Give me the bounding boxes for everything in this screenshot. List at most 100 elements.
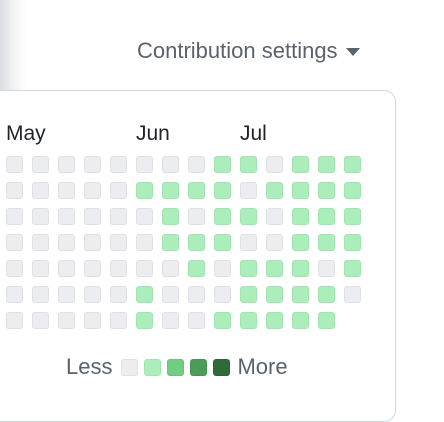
contribution-day-cell[interactable]: [110, 260, 127, 277]
contribution-day-cell[interactable]: [240, 260, 257, 277]
contribution-day-cell[interactable]: [84, 312, 101, 329]
contribution-day-cell[interactable]: [240, 234, 257, 251]
contribution-day-cell[interactable]: [110, 312, 127, 329]
contribution-day-cell[interactable]: [162, 286, 179, 303]
contribution-day-cell[interactable]: [162, 182, 179, 199]
contribution-day-cell[interactable]: [188, 234, 205, 251]
contribution-day-cell[interactable]: [344, 208, 361, 225]
contribution-day-cell[interactable]: [6, 286, 23, 303]
contribution-day-cell[interactable]: [84, 208, 101, 225]
contribution-day-cell[interactable]: [136, 312, 153, 329]
contribution-day-cell[interactable]: [136, 208, 153, 225]
contribution-day-cell[interactable]: [110, 208, 127, 225]
contribution-day-cell[interactable]: [344, 260, 361, 277]
contribution-day-cell[interactable]: [214, 260, 231, 277]
contribution-day-cell[interactable]: [266, 156, 283, 173]
contribution-day-cell[interactable]: [162, 260, 179, 277]
contribution-day-cell[interactable]: [266, 182, 283, 199]
contribution-day-cell[interactable]: [58, 234, 75, 251]
contribution-day-cell[interactable]: [214, 234, 231, 251]
contribution-day-cell[interactable]: [136, 234, 153, 251]
contribution-day-cell[interactable]: [162, 234, 179, 251]
contribution-day-cell[interactable]: [162, 208, 179, 225]
contribution-day-cell[interactable]: [266, 286, 283, 303]
contribution-day-cell[interactable]: [240, 182, 257, 199]
contribution-day-cell[interactable]: [292, 156, 309, 173]
contribution-day-cell[interactable]: [6, 312, 23, 329]
contribution-day-cell[interactable]: [318, 156, 335, 173]
contribution-day-cell[interactable]: [84, 234, 101, 251]
contribution-day-cell[interactable]: [318, 286, 335, 303]
contribution-day-cell[interactable]: [58, 182, 75, 199]
contribution-day-cell[interactable]: [318, 208, 335, 225]
contribution-day-cell[interactable]: [344, 234, 361, 251]
contribution-day-cell[interactable]: [240, 286, 257, 303]
contribution-day-cell[interactable]: [32, 182, 49, 199]
contribution-day-cell[interactable]: [266, 260, 283, 277]
contribution-day-cell[interactable]: [266, 208, 283, 225]
contribution-day-cell[interactable]: [110, 156, 127, 173]
contribution-day-cell[interactable]: [32, 286, 49, 303]
legend-less-label: Less: [66, 354, 113, 379]
contribution-day-cell[interactable]: [266, 234, 283, 251]
contribution-settings-dropdown[interactable]: Contribution settings: [137, 38, 360, 64]
contribution-day-cell[interactable]: [318, 312, 335, 329]
contribution-day-cell[interactable]: [58, 286, 75, 303]
contribution-day-cell[interactable]: [214, 156, 231, 173]
contribution-day-cell[interactable]: [344, 286, 361, 303]
contribution-day-cell[interactable]: [110, 234, 127, 251]
contribution-day-cell[interactable]: [292, 234, 309, 251]
contribution-day-cell[interactable]: [84, 156, 101, 173]
contribution-day-cell[interactable]: [344, 156, 361, 173]
contribution-day-cell[interactable]: [136, 286, 153, 303]
contribution-day-cell[interactable]: [58, 260, 75, 277]
contribution-day-cell[interactable]: [188, 156, 205, 173]
contribution-day-cell[interactable]: [84, 182, 101, 199]
contribution-day-cell[interactable]: [240, 156, 257, 173]
contribution-day-cell[interactable]: [344, 182, 361, 199]
contribution-day-cell[interactable]: [318, 234, 335, 251]
contribution-day-cell[interactable]: [318, 260, 335, 277]
contribution-day-cell[interactable]: [188, 286, 205, 303]
contribution-day-cell[interactable]: [214, 286, 231, 303]
contribution-day-cell[interactable]: [214, 312, 231, 329]
contribution-day-cell[interactable]: [292, 208, 309, 225]
contribution-day-cell[interactable]: [32, 156, 49, 173]
contribution-day-cell[interactable]: [58, 312, 75, 329]
contribution-day-cell[interactable]: [136, 182, 153, 199]
contribution-day-cell[interactable]: [188, 208, 205, 225]
contribution-day-cell[interactable]: [32, 208, 49, 225]
contribution-settings-label: Contribution settings: [137, 38, 338, 63]
contribution-day-cell[interactable]: [292, 286, 309, 303]
contribution-day-cell[interactable]: [32, 234, 49, 251]
contribution-day-cell[interactable]: [240, 312, 257, 329]
contribution-day-cell[interactable]: [162, 312, 179, 329]
contribution-day-cell[interactable]: [318, 182, 335, 199]
contribution-day-cell[interactable]: [188, 182, 205, 199]
contribution-day-cell[interactable]: [266, 312, 283, 329]
contribution-day-cell[interactable]: [214, 208, 231, 225]
contribution-day-cell[interactable]: [214, 182, 231, 199]
contribution-day-cell[interactable]: [110, 182, 127, 199]
contribution-day-cell[interactable]: [6, 260, 23, 277]
contribution-day-cell[interactable]: [6, 156, 23, 173]
contribution-day-cell[interactable]: [32, 260, 49, 277]
contribution-day-cell[interactable]: [84, 286, 101, 303]
contribution-day-cell[interactable]: [6, 182, 23, 199]
contribution-day-cell[interactable]: [6, 234, 23, 251]
contribution-day-cell[interactable]: [58, 156, 75, 173]
contribution-day-cell[interactable]: [240, 208, 257, 225]
contribution-day-cell[interactable]: [110, 286, 127, 303]
contribution-day-cell[interactable]: [292, 312, 309, 329]
contribution-day-cell[interactable]: [136, 260, 153, 277]
contribution-day-cell[interactable]: [292, 182, 309, 199]
contribution-day-cell[interactable]: [136, 156, 153, 173]
contribution-day-cell[interactable]: [188, 260, 205, 277]
contribution-day-cell[interactable]: [58, 208, 75, 225]
contribution-day-cell[interactable]: [32, 312, 49, 329]
contribution-day-cell[interactable]: [292, 260, 309, 277]
contribution-day-cell[interactable]: [84, 260, 101, 277]
contribution-day-cell[interactable]: [6, 208, 23, 225]
contribution-day-cell[interactable]: [162, 156, 179, 173]
contribution-day-cell[interactable]: [188, 312, 205, 329]
